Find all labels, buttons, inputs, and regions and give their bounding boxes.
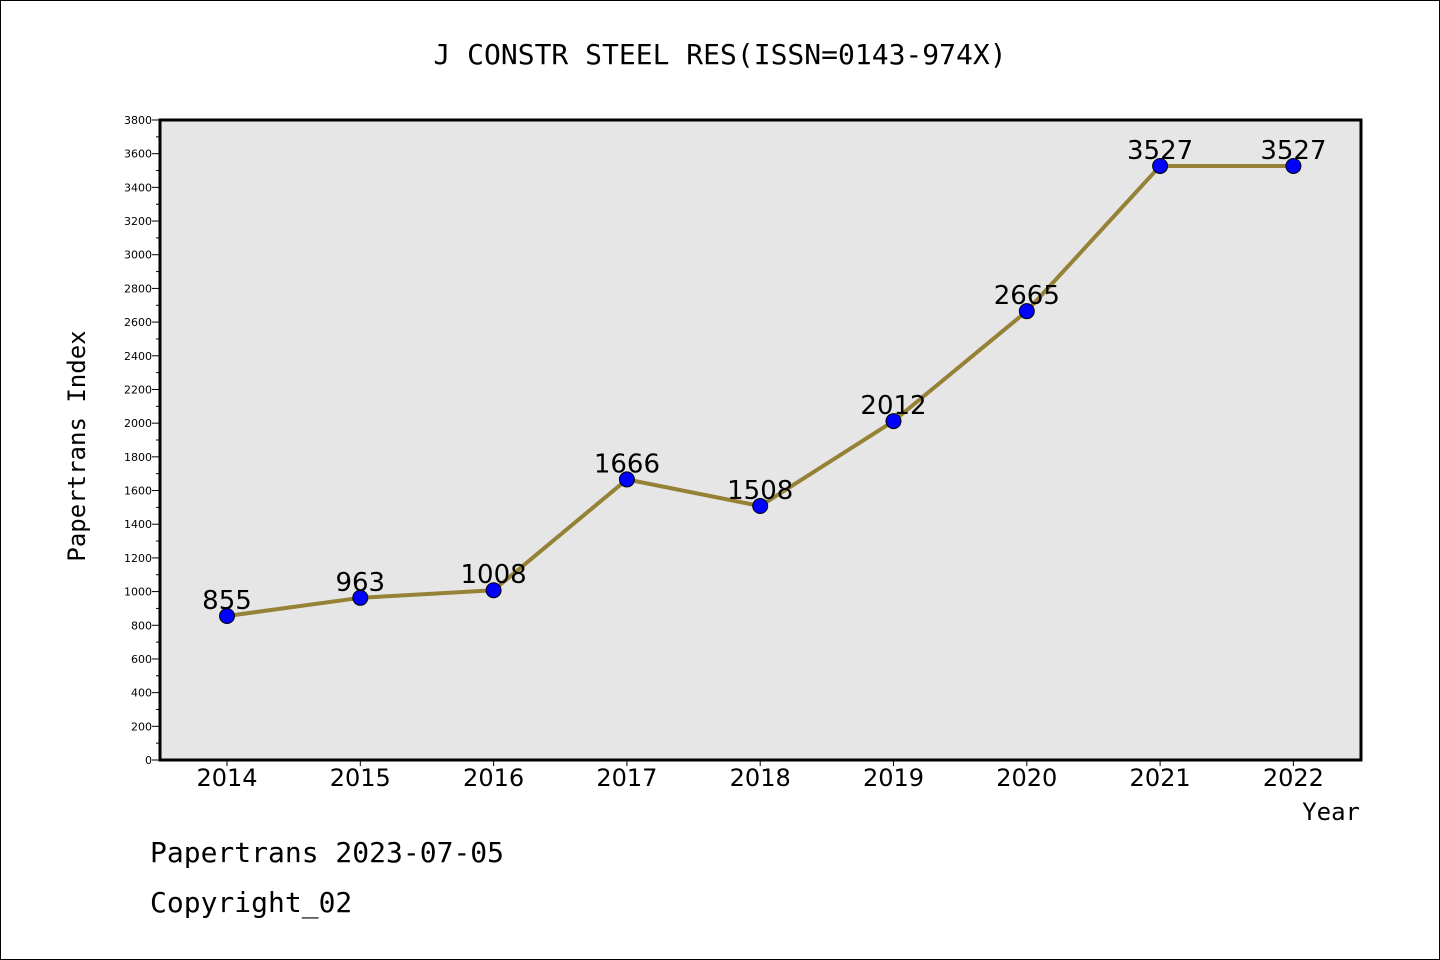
y-tick-label: 800 xyxy=(131,619,152,632)
y-tick-label: 2000 xyxy=(124,417,152,430)
y-tick-label: 600 xyxy=(131,653,152,666)
data-point-marker xyxy=(219,608,235,624)
data-point-marker xyxy=(885,413,902,430)
data-point-marker xyxy=(752,498,769,515)
data-label: 855 xyxy=(202,586,252,616)
y-tick-label: 1800 xyxy=(124,451,152,464)
x-axis-label: Year xyxy=(1302,798,1360,826)
footer-copyright: Copyright_02 xyxy=(150,886,353,919)
x-tick-label: 2022 xyxy=(1263,764,1324,792)
x-tick-label: 2017 xyxy=(596,764,657,792)
x-tick-label: 2020 xyxy=(996,764,1057,792)
y-tick-label: 1600 xyxy=(124,485,152,498)
y-tick-label: 3800 xyxy=(124,114,152,127)
x-tick-label: 2016 xyxy=(463,764,524,792)
marker-group xyxy=(219,157,1302,624)
footer-date: Papertrans 2023-07-05 xyxy=(150,836,505,869)
data-label: 3527 xyxy=(1260,136,1326,166)
data-point-marker xyxy=(485,582,502,599)
data-point-marker xyxy=(618,471,635,488)
data-point-marker xyxy=(1285,157,1302,174)
data-label: 2012 xyxy=(860,391,926,421)
data-label: 1666 xyxy=(594,449,660,479)
chart-title: J CONSTR STEEL RES(ISSN=0143-974X) xyxy=(433,38,1007,71)
y-tick-label: 1200 xyxy=(124,552,152,565)
y-tick-label: 3000 xyxy=(124,249,152,262)
data-label-group: 855 963 1008 1666 1508 2012 2665 3527 3527 xyxy=(202,136,1326,616)
y-tick-label: 3600 xyxy=(124,148,152,161)
data-label: 963 xyxy=(335,568,385,598)
y-tick-label: 2400 xyxy=(124,350,152,363)
y-axis-label: Papertrans Index xyxy=(63,330,91,561)
y-tick-label: 400 xyxy=(131,687,152,700)
y-tick-label: 1000 xyxy=(124,586,152,599)
data-label: 3527 xyxy=(1127,136,1193,166)
data-label: 1008 xyxy=(461,560,527,590)
y-tick-label: 3200 xyxy=(124,215,152,228)
x-tick-label: 2015 xyxy=(330,764,391,792)
x-axis: 2014 2015 2016 2017 2018 2019 2020 2021 2022 xyxy=(196,760,1324,792)
y-tick-label: 1400 xyxy=(124,518,152,531)
x-tick-label: 2021 xyxy=(1130,764,1191,792)
y-tick-label: 0 xyxy=(145,754,152,767)
y-tick-label: 2800 xyxy=(124,282,152,295)
plot-area xyxy=(158,118,1363,762)
x-tick-label: 2014 xyxy=(196,764,257,792)
y-tick-label: 200 xyxy=(131,720,152,733)
data-label: 1508 xyxy=(727,476,793,506)
y-tick-label: 2600 xyxy=(124,316,152,329)
x-tick-label: 2018 xyxy=(730,764,791,792)
data-point-marker xyxy=(352,589,369,606)
data-point-marker xyxy=(1152,157,1169,174)
data-point-marker xyxy=(1018,303,1035,320)
y-axis: 0 200 400 600 800 1000 1200 1400 1600 1800 2000 220… xyxy=(124,114,160,767)
y-tick-label: 2200 xyxy=(124,383,152,396)
y-tick-label: 3400 xyxy=(124,181,152,194)
x-tick-label: 2019 xyxy=(863,764,924,792)
data-label: 2665 xyxy=(994,281,1060,311)
